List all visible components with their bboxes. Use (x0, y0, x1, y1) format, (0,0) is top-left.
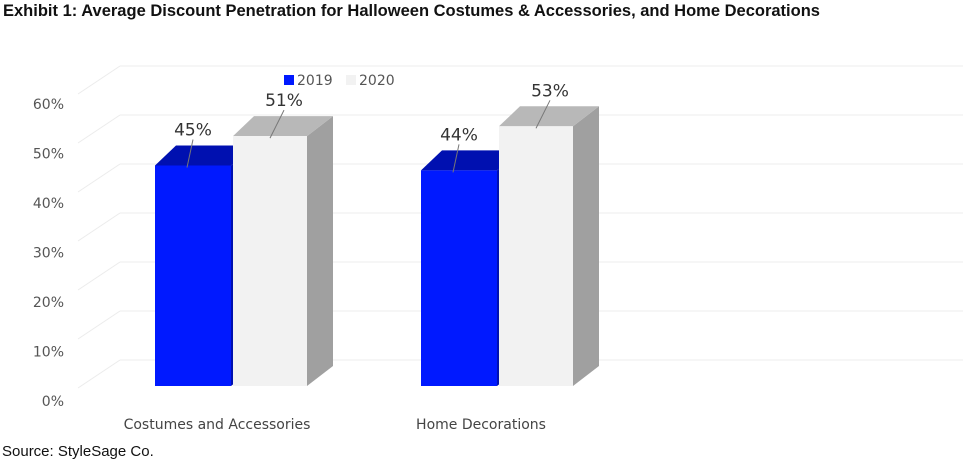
bar (499, 126, 573, 387)
leader-line (535, 100, 551, 129)
gridline-diagonal (77, 65, 121, 95)
data-label: 45% (174, 121, 212, 141)
bar-side (307, 116, 333, 386)
y-tick-label: 20% (33, 295, 64, 311)
x-tick-label: Home Decorations (416, 417, 546, 433)
gridline-diagonal (77, 310, 121, 340)
y-tick-label: 40% (33, 196, 64, 212)
bar-top (233, 116, 333, 137)
source-note: Source: StyleSage Co. (2, 443, 154, 460)
legend-swatch (346, 75, 356, 85)
legend-label: 2019 (297, 73, 333, 89)
leader-line (186, 139, 194, 168)
bar-top (421, 150, 523, 171)
gridline-diagonal (77, 359, 121, 389)
y-tick-label: 30% (33, 246, 64, 262)
y-tick-label: 50% (33, 147, 64, 163)
data-label: 44% (440, 125, 478, 145)
leader-line (452, 144, 460, 173)
leader-line (269, 109, 285, 139)
y-tick-label: 60% (33, 97, 64, 113)
bar-side (573, 106, 599, 387)
x-tick-label: Costumes and Accessories (124, 417, 311, 433)
bar (233, 136, 307, 386)
gridline-diagonal (77, 261, 121, 291)
data-label: 53% (531, 81, 569, 101)
bar (421, 170, 497, 386)
y-tick-label: 0% (42, 394, 64, 410)
bar-top (499, 106, 599, 127)
legend-label: 2020 (359, 73, 395, 89)
data-label: 51% (265, 91, 303, 111)
bar-top (155, 145, 257, 166)
chart-title: Exhibit 1: Average Discount Penetration … (3, 2, 820, 20)
gridline-diagonal (77, 114, 121, 144)
gridline-diagonal (77, 212, 121, 242)
gridline-diagonal (77, 163, 121, 193)
bar (155, 165, 231, 386)
legend-swatch (284, 75, 294, 85)
y-tick-label: 10% (33, 345, 64, 361)
